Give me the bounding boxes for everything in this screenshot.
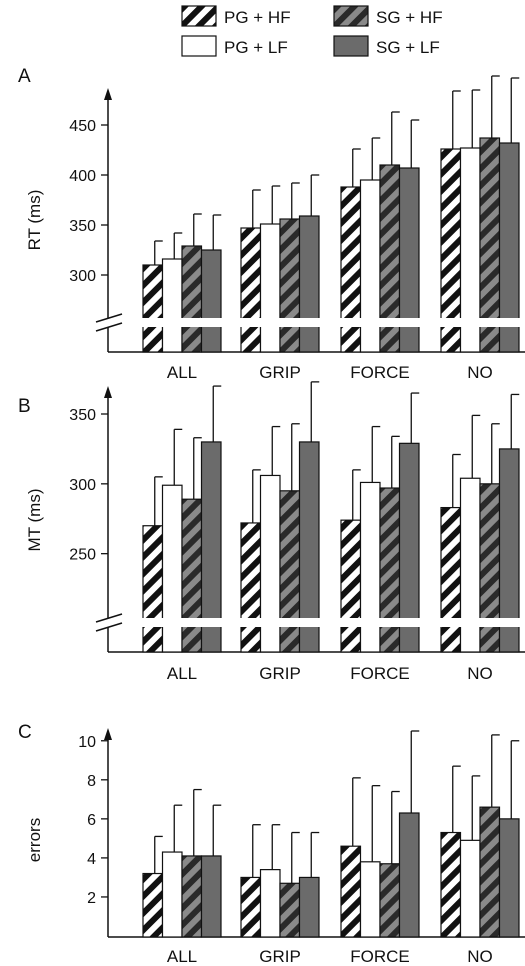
legend-label-pg-lf: PG + LF — [224, 38, 288, 57]
category-label-b-grip: GRIP — [259, 664, 301, 683]
bar-a-grip-pg-hf — [240, 227, 262, 353]
bar-c-grip-pg-hf — [240, 876, 262, 938]
bar-b-force-sg-lf — [398, 442, 420, 653]
y-tick-label-b-0: 250 — [69, 547, 96, 564]
bar-c-no-sg-hf — [479, 806, 501, 938]
axis-break-gap-b — [98, 618, 525, 627]
y-axis-arrow-c — [104, 728, 112, 740]
bar-a-force-pg-hf — [340, 186, 362, 353]
bar-c-no-pg-hf — [440, 831, 462, 938]
bar-b-no-pg-hf — [440, 506, 462, 653]
bar-b-no-sg-lf — [498, 448, 520, 653]
axis-break-mark-bottom-b — [95, 622, 123, 632]
bar-c-all-sg-hf — [181, 855, 203, 938]
y-tick-label-a-3: 450 — [69, 118, 96, 135]
y-axis-arrow-a — [104, 88, 112, 100]
legend-label-pg-hf: PG + HF — [224, 8, 291, 27]
bar-b-all-sg-lf — [200, 441, 222, 653]
bar-c-force-pg-hf — [340, 845, 362, 938]
bar-b-grip-sg-hf — [279, 490, 301, 653]
y-tick-label-a-0: 300 — [69, 268, 96, 285]
bar-b-all-sg-hf — [181, 498, 203, 653]
y-tick-label-c-1: 4 — [87, 851, 96, 868]
legend-swatch-pg-hf — [181, 5, 217, 27]
category-label-a-no: NO — [467, 363, 493, 382]
bar-a-force-sg-lf — [398, 167, 420, 353]
y-tick-label-b-2: 350 — [69, 407, 96, 424]
bar-b-all-pg-hf — [142, 525, 164, 653]
bar-c-grip-pg-lf — [259, 869, 281, 938]
bar-a-all-sg-lf — [200, 249, 222, 353]
y-axis-label-a: RT (ms) — [25, 190, 44, 251]
bar-c-no-sg-lf — [498, 818, 520, 938]
axis-break-mark-top-b — [95, 613, 123, 623]
y-tick-label-c-3: 8 — [87, 773, 96, 790]
bar-c-all-pg-lf — [161, 851, 183, 938]
bar-b-force-sg-hf — [379, 487, 401, 653]
legend-swatch-pg-lf — [181, 35, 217, 57]
bar-c-grip-sg-hf — [279, 882, 301, 938]
axis-break-mark-bottom-a — [95, 322, 123, 332]
category-label-c-all: ALL — [167, 947, 197, 966]
axis-break-gap-a — [98, 318, 525, 327]
legend: PG + HF SG + HF PG + LF SG + LF — [181, 5, 443, 57]
bar-a-grip-pg-lf — [259, 223, 281, 353]
y-axis-label-c: errors — [25, 818, 44, 862]
bar-a-all-pg-lf — [161, 258, 183, 353]
panel-letter-b: B — [18, 396, 31, 417]
category-label-b-all: ALL — [167, 664, 197, 683]
category-label-b-no: NO — [467, 664, 493, 683]
bar-a-grip-sg-lf — [298, 215, 320, 353]
category-label-c-no: NO — [467, 947, 493, 966]
bar-c-force-pg-lf — [359, 861, 381, 938]
bar-a-all-sg-hf — [181, 245, 203, 353]
axis-break-mark-top-a — [95, 313, 123, 323]
legend-item-sg-hf: SG + HF — [333, 5, 443, 27]
legend-item-pg-hf: PG + HF — [181, 5, 291, 27]
legend-label-sg-hf: SG + HF — [376, 8, 443, 27]
bar-c-no-pg-lf — [459, 839, 481, 938]
legend-swatch-sg-hf — [333, 5, 369, 27]
category-label-a-all: ALL — [167, 363, 197, 382]
bar-c-force-sg-hf — [379, 863, 401, 938]
category-label-c-force: FORCE — [350, 947, 410, 966]
bar-b-force-pg-hf — [340, 519, 362, 653]
panel-letter-a: A — [18, 66, 31, 87]
bar-a-all-pg-hf — [142, 264, 164, 353]
category-label-a-grip: GRIP — [259, 363, 301, 382]
y-axis-label-b: MT (ms) — [25, 489, 44, 552]
y-tick-label-a-1: 350 — [69, 218, 96, 235]
bar-b-grip-pg-hf — [240, 522, 262, 653]
y-tick-label-a-2: 400 — [69, 168, 96, 185]
bar-a-grip-sg-hf — [279, 218, 301, 353]
bar-c-all-sg-lf — [200, 855, 222, 938]
category-label-b-force: FORCE — [350, 664, 410, 683]
legend-swatch-sg-lf — [333, 35, 369, 57]
bar-c-grip-sg-lf — [298, 876, 320, 938]
bar-b-grip-sg-lf — [298, 441, 320, 653]
panel-a-rt-chart: A RT (ms) 300 350 400 450 ALL GRIP FORCE NO — [18, 66, 525, 382]
y-tick-label-c-4: 10 — [78, 734, 96, 751]
y-axis-arrow-b — [104, 386, 112, 398]
category-label-a-force: FORCE — [350, 363, 410, 382]
category-label-c-grip: GRIP — [259, 947, 301, 966]
y-tick-label-c-2: 6 — [87, 812, 96, 829]
y-tick-label-c-0: 2 — [87, 890, 96, 907]
y-tick-label-b-1: 300 — [69, 477, 96, 494]
legend-item-sg-lf: SG + LF — [333, 35, 440, 57]
panel-letter-c: C — [18, 722, 32, 743]
legend-label-sg-lf: SG + LF — [376, 38, 440, 57]
bar-c-force-sg-lf — [398, 812, 420, 938]
legend-item-pg-lf: PG + LF — [181, 35, 288, 57]
bar-a-no-sg-lf — [498, 142, 520, 353]
bar-c-all-pg-hf — [142, 872, 164, 938]
panel-b-mt-chart: B MT (ms) 250 300 350 ALL GRIP FORCE NO — [18, 381, 525, 683]
